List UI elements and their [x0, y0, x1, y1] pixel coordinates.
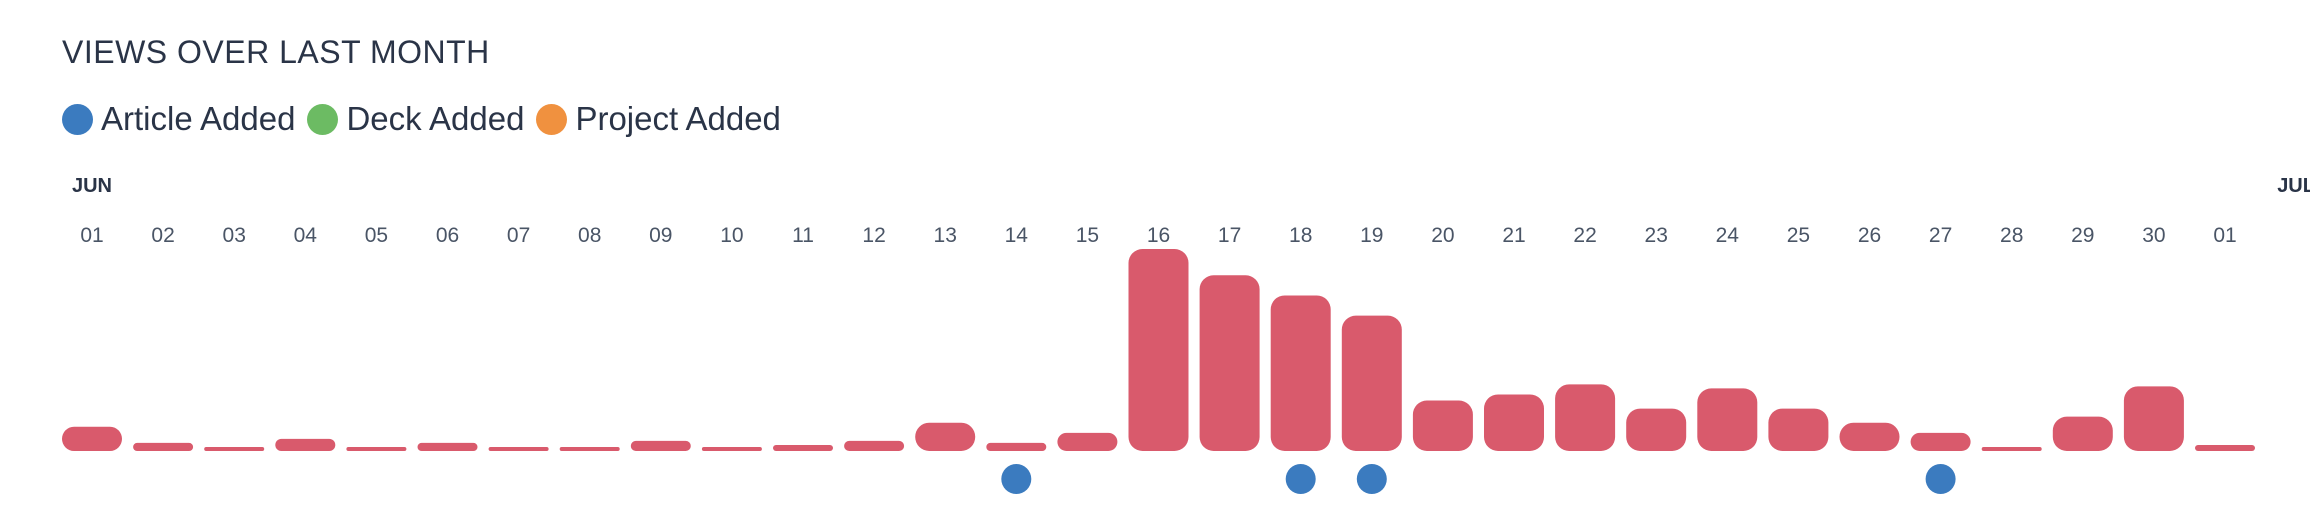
- views-bar[interactable]: [488, 447, 549, 451]
- x-tick-label: 30: [2142, 224, 2165, 247]
- views-bar[interactable]: [275, 438, 336, 451]
- x-tick-label: 29: [2071, 224, 2094, 247]
- x-tick-label: 13: [934, 224, 957, 247]
- legend-item-deck-added[interactable]: Deck Added: [307, 100, 524, 138]
- x-tick-label: 09: [649, 224, 672, 247]
- views-bar[interactable]: [1057, 432, 1118, 451]
- views-bar[interactable]: [1412, 400, 1473, 452]
- month-label: JUL: [2277, 175, 2310, 197]
- x-tick-label: 14: [1005, 224, 1029, 247]
- x-tick-label: 20: [1431, 224, 1454, 247]
- views-bar[interactable]: [630, 440, 691, 451]
- legend-label-article-added: Article Added: [101, 100, 296, 137]
- views-bar[interactable]: [701, 447, 762, 451]
- views-bar[interactable]: [204, 446, 265, 451]
- x-tick-label: 27: [1929, 224, 1952, 247]
- legend-item-article-added[interactable]: Article Added: [62, 100, 295, 138]
- article-added-marker[interactable]: [1356, 464, 1387, 494]
- views-bar[interactable]: [1626, 408, 1687, 451]
- views-bar[interactable]: [773, 444, 833, 451]
- x-tick-label: 12: [862, 224, 885, 247]
- month-label: JUN: [72, 175, 112, 197]
- views-bar[interactable]: [1910, 432, 1971, 451]
- legend-item-project-added[interactable]: Project Added: [536, 100, 781, 138]
- x-tick-label: 17: [1218, 224, 1241, 247]
- x-tick-label: 18: [1289, 224, 1312, 247]
- views-bar[interactable]: [1555, 384, 1616, 451]
- x-tick-label: 15: [1076, 224, 1099, 247]
- views-bar[interactable]: [346, 446, 407, 451]
- views-bar[interactable]: [1768, 408, 1829, 451]
- x-tick-label: 04: [294, 224, 318, 247]
- legend-label-project-added: Project Added: [575, 100, 781, 137]
- article-added-marker[interactable]: [1925, 464, 1956, 494]
- views-bar[interactable]: [133, 442, 194, 451]
- x-tick-label: 03: [223, 224, 246, 247]
- views-bar[interactable]: [1270, 295, 1331, 451]
- x-tick-label: 05: [365, 224, 388, 247]
- x-tick-label: 06: [436, 224, 459, 247]
- views-bar[interactable]: [559, 447, 620, 451]
- views-bar[interactable]: [2052, 416, 2113, 451]
- views-bar[interactable]: [2195, 444, 2255, 451]
- x-tick-label: 25: [1787, 224, 1810, 247]
- x-tick-label: 21: [1502, 224, 1525, 247]
- x-tick-label: 23: [1645, 224, 1668, 247]
- article-added-marker[interactable]: [1285, 464, 1316, 494]
- x-tick-label: 10: [720, 224, 743, 247]
- x-tick-label: 02: [151, 224, 174, 247]
- views-bar[interactable]: [1199, 275, 1260, 451]
- x-tick-label: 19: [1360, 224, 1383, 247]
- views-bar[interactable]: [1697, 388, 1758, 451]
- x-tick-label: 01: [80, 224, 103, 247]
- article-added-dot-icon: [62, 103, 93, 135]
- views-bar[interactable]: [1341, 315, 1402, 451]
- legend-label-deck-added: Deck Added: [346, 100, 525, 137]
- x-tick-label: 26: [1858, 224, 1881, 247]
- views-bar[interactable]: [62, 426, 122, 451]
- chart-title: VIEWS OVER LAST MONTH: [62, 34, 490, 70]
- views-bar[interactable]: [986, 442, 1047, 451]
- views-bar[interactable]: [417, 442, 478, 451]
- x-tick-label: 22: [1573, 224, 1596, 247]
- article-added-marker[interactable]: [1001, 464, 1032, 494]
- views-bar[interactable]: [1484, 394, 1544, 451]
- x-tick-label: 16: [1147, 224, 1170, 247]
- views-bar[interactable]: [844, 440, 905, 451]
- views-bar[interactable]: [2123, 386, 2184, 451]
- deck-added-dot-icon: [307, 103, 339, 135]
- views-bar[interactable]: [1839, 422, 1900, 451]
- x-tick-label: 24: [1716, 224, 1740, 247]
- views-bar[interactable]: [915, 422, 976, 451]
- project-added-dot-icon: [536, 103, 568, 135]
- x-tick-label: 11: [792, 224, 814, 247]
- x-tick-label: 01: [2213, 224, 2236, 247]
- x-tick-label: 08: [578, 224, 601, 247]
- x-tick-label: 28: [2000, 224, 2023, 247]
- x-tick-label: 07: [507, 224, 530, 247]
- views-bar[interactable]: [1981, 446, 2042, 451]
- legend: Article Added Deck Added Project Added: [62, 100, 793, 138]
- views-bar[interactable]: [1128, 249, 1189, 451]
